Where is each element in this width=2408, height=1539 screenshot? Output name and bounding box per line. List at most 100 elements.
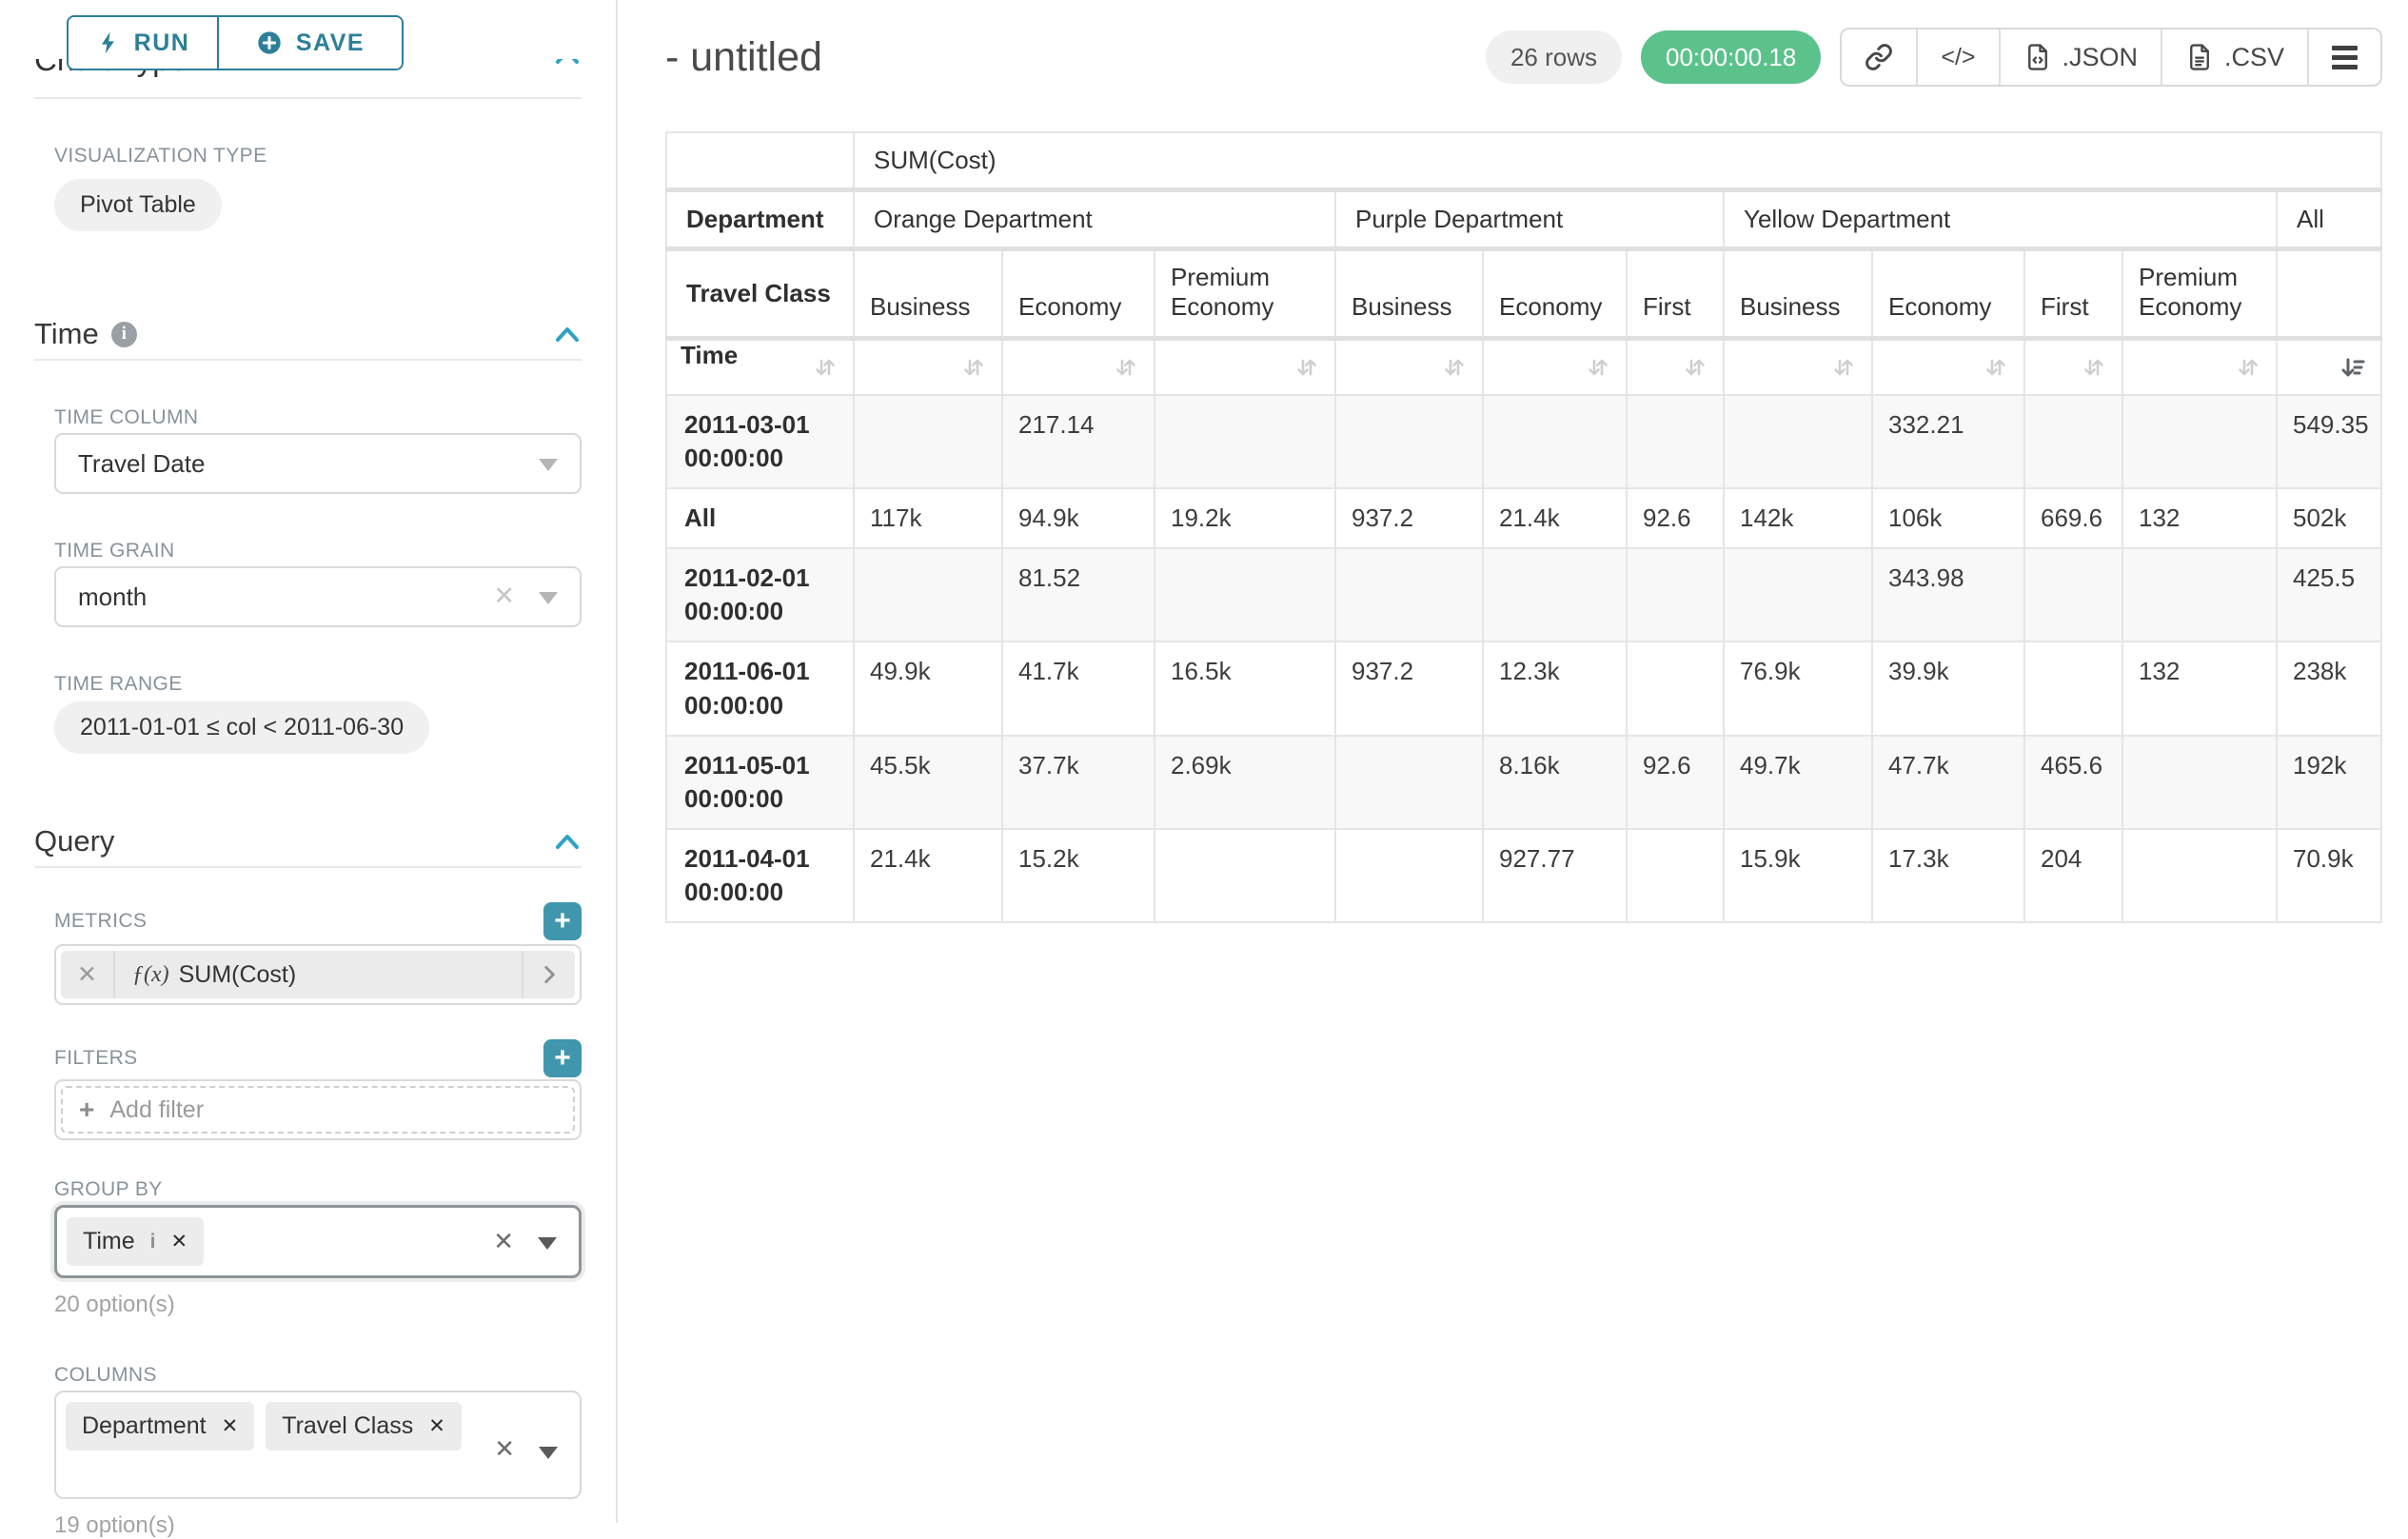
sort-arrows-icon[interactable]	[959, 341, 988, 394]
pivot-sort-header[interactable]	[2023, 337, 2123, 396]
columns-tag-label: Travel Class	[282, 1412, 414, 1439]
pivot-sort-header[interactable]	[1154, 337, 1336, 396]
time-range-value[interactable]: 2011-01-01 ≤ col < 2011-06-30	[54, 701, 430, 754]
sort-arrows-icon[interactable]	[1982, 341, 2010, 394]
pivot-class-header: Business	[1723, 247, 1873, 341]
add-filter-plus-button[interactable]: +	[543, 1039, 582, 1077]
pivot-cell: 217.14	[1001, 393, 1155, 490]
pivot-row-header: 2011-02-01 00:00:00	[665, 547, 855, 643]
pivot-sort-header[interactable]	[2275, 337, 2383, 396]
pivot-cell: 81.52	[1001, 547, 1155, 643]
pivot-cell: 937.2	[1334, 641, 1484, 737]
chevron-right-icon[interactable]	[522, 951, 575, 998]
pivot-class-header: Economy	[1871, 247, 2025, 341]
pivot-cell: 76.9k	[1723, 641, 1873, 737]
pivot-sort-header[interactable]	[1871, 337, 2025, 396]
pivot-cell: 927.77	[1482, 827, 1628, 924]
columns-select[interactable]: Department ✕ Travel Class ✕ ✕	[54, 1391, 582, 1499]
sort-arrows-icon[interactable]	[1440, 341, 1469, 394]
row-count-badge: 26 rows	[1485, 30, 1622, 84]
time-column-select[interactable]: Travel Date	[54, 433, 582, 494]
pivot-sort-header[interactable]	[1001, 337, 1155, 396]
link-icon	[1865, 43, 1893, 71]
chart-header-actions: 26 rows 00:00:00.18 </>	[1485, 28, 2383, 87]
remove-tag-icon[interactable]: ✕	[221, 1415, 239, 1437]
share-link-button[interactable]	[1842, 30, 1917, 85]
pivot-sort-header[interactable]	[1334, 337, 1484, 396]
pivot-cell: 39.9k	[1871, 641, 2025, 737]
x-icon[interactable]: ✕	[494, 1433, 515, 1463]
pivot-cell	[1482, 547, 1628, 643]
remove-metric-icon[interactable]: ✕	[61, 951, 115, 998]
run-save-button-group: RUN SAVE	[67, 15, 404, 70]
add-metric-button[interactable]: +	[543, 902, 582, 940]
metric-pill[interactable]: ✕ ƒ(x) SUM(Cost)	[61, 951, 575, 998]
pivot-cell	[1334, 547, 1484, 643]
sort-descending-icon[interactable]	[2339, 341, 2367, 394]
pivot-sort-header[interactable]	[1482, 337, 1628, 396]
chevron-up-icon[interactable]	[553, 832, 582, 851]
pivot-cell	[1626, 641, 1725, 737]
add-filter-button[interactable]: + Add filter	[61, 1086, 575, 1134]
sort-arrows-icon[interactable]	[2080, 341, 2108, 394]
chevron-up-icon[interactable]	[553, 325, 582, 344]
pivot-row-header: 2011-04-01 00:00:00	[665, 827, 855, 924]
visualization-type-value[interactable]: Pivot Table	[54, 179, 222, 231]
group-by-select[interactable]: Time i ✕ ✕	[54, 1205, 582, 1278]
pivot-group-header: All	[2275, 188, 2383, 251]
pivot-cell: 204	[2023, 827, 2123, 924]
sort-arrows-icon[interactable]	[1829, 341, 1858, 394]
caret-down-icon[interactable]	[539, 1447, 558, 1459]
pivot-cell: 37.7k	[1001, 734, 1155, 830]
metric-value: SUM(Cost)	[178, 960, 297, 988]
pivot-data-row: 2011-04-01 00:00:00 21.4k 15.2k 927.77 15.9k…	[665, 827, 2383, 924]
group-by-tag-label: Time	[83, 1228, 135, 1254]
chart-title[interactable]: - untitled	[665, 33, 822, 80]
pivot-sort-header[interactable]	[2122, 337, 2278, 396]
chart-panel: - untitled 26 rows 00:00:00.18 </>	[618, 0, 2408, 1523]
pivot-cell: 70.9k	[2275, 827, 2383, 924]
pivot-cell	[853, 393, 1003, 490]
save-button[interactable]: SAVE	[217, 17, 402, 69]
pivot-data-row: 2011-02-01 00:00:00 81.52 343.98 425.5	[665, 547, 2383, 643]
embed-code-button[interactable]: </>	[1916, 30, 1999, 85]
pivot-sort-header[interactable]	[1723, 337, 1873, 396]
more-options-button[interactable]	[2307, 30, 2381, 85]
remove-tag-icon[interactable]: ✕	[170, 1231, 188, 1253]
export-csv-button[interactable]: .CSV	[2161, 30, 2308, 85]
pivot-row-axis-label: Travel Class	[665, 247, 855, 341]
pivot-sort-header[interactable]	[1626, 337, 1725, 396]
export-csv-label: .CSV	[2224, 42, 2285, 71]
sort-arrows-icon[interactable]	[1681, 341, 1709, 394]
pivot-class-header: Business	[1334, 247, 1484, 341]
caret-down-icon[interactable]	[538, 1236, 557, 1250]
remove-tag-icon[interactable]: ✕	[428, 1415, 445, 1437]
pivot-class-header: Business	[853, 247, 1003, 341]
sort-arrows-icon[interactable]	[2234, 341, 2262, 394]
x-icon[interactable]: ✕	[493, 581, 515, 610]
pivot-sort-header[interactable]	[853, 337, 1003, 396]
pivot-class-header: Economy	[1482, 247, 1628, 341]
pivot-cell: 465.6	[2023, 734, 2123, 830]
pivot-cell: 238k	[2275, 641, 2383, 737]
sort-arrows-icon[interactable]	[1584, 341, 1612, 394]
sort-arrows-icon[interactable]	[1293, 341, 1321, 394]
visualization-type-label: VISUALIZATION TYPE	[54, 145, 267, 167]
sort-arrows-icon[interactable]	[811, 341, 839, 394]
time-section-header[interactable]: Time i	[34, 317, 582, 351]
x-icon[interactable]: ✕	[493, 1226, 514, 1255]
pivot-cell: 106k	[1871, 487, 2025, 550]
pivot-cell: 12.3k	[1482, 641, 1628, 737]
chevron-up-icon[interactable]	[553, 59, 582, 70]
metrics-control: ✕ ƒ(x) SUM(Cost)	[54, 944, 582, 1005]
pivot-cell: 21.4k	[853, 827, 1003, 924]
run-button[interactable]: RUN	[69, 17, 217, 69]
pivot-cell: 94.9k	[1001, 487, 1155, 550]
sort-arrows-icon[interactable]	[1112, 341, 1140, 394]
query-section-header[interactable]: Query	[34, 824, 582, 858]
export-json-button[interactable]: .JSON	[1998, 30, 2161, 85]
pivot-row-dim-header[interactable]: Time	[665, 337, 855, 396]
time-grain-select[interactable]: month ✕	[54, 566, 582, 627]
pivot-corner-cell	[665, 131, 855, 192]
pivot-cell: 669.6	[2023, 487, 2123, 550]
